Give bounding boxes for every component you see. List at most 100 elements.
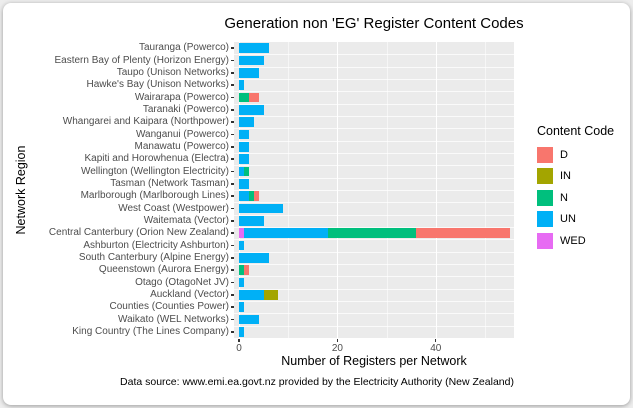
y-axis-label: King Country (The Lines Company): [72, 325, 229, 337]
y-tick-mark: [231, 109, 234, 111]
legend-swatch-icon: [537, 168, 553, 185]
y-tick-mark: [231, 170, 234, 173]
gridline-row: [234, 116, 514, 117]
legend-title: Content Code: [537, 124, 615, 138]
gridline-row: [234, 79, 514, 80]
y-tick-mark: [231, 269, 234, 271]
gridline-row: [234, 251, 514, 253]
y-axis-label: Queenstown (Aurora Energy): [98, 264, 229, 276]
legend-swatch-icon: [537, 232, 553, 249]
gridline-row: [234, 325, 514, 327]
y-axis-label: Wanganui (Powerco): [135, 128, 229, 140]
y-axis-label: South Canterbury (Alpine Energy): [78, 251, 229, 263]
bar-segment-un: [239, 55, 264, 66]
x-tick-label: 20: [331, 343, 343, 354]
y-tick-mark: [231, 306, 234, 308]
y-tick-mark: [231, 59, 234, 62]
y-tick-mark: [231, 121, 234, 123]
gridline-row: [234, 140, 514, 142]
bar-segment-un: [239, 166, 244, 177]
gridline-row: [234, 54, 514, 56]
y-tick-mark: [231, 84, 234, 86]
y-axis-label: Tauranga (Powerco): [138, 42, 229, 54]
y-axis-label: Ashburton (Electricity Ashburton): [83, 239, 229, 251]
bar-segment-n: [327, 228, 417, 238]
legend-item-label: WED: [560, 234, 586, 247]
bar-segment-un: [239, 142, 249, 152]
legend-swatch-icon: [537, 147, 553, 163]
bar-segment-d: [243, 265, 249, 275]
bar-segment-un: [239, 290, 264, 300]
plot-panel: [234, 42, 514, 338]
y-tick-mark: [231, 207, 234, 210]
bar-segment-un: [239, 191, 249, 201]
x-axis-title: Number of Registers per Network: [281, 354, 467, 368]
bar-segment-un: [239, 154, 249, 164]
legend: Content Code D IN N UN WED: [537, 124, 614, 254]
legend-item-wed: WED: [537, 232, 614, 249]
y-tick-mark: [231, 294, 234, 296]
bar-segment-un: [239, 314, 259, 325]
gridline-row: [234, 66, 514, 68]
y-tick-mark: [231, 146, 234, 148]
y-axis-label: Tasman (Network Tasman): [110, 177, 229, 189]
y-axis-label: West Coast (Westpower): [118, 202, 229, 214]
y-tick-mark: [231, 318, 234, 321]
legend-item-in: IN: [537, 168, 614, 185]
y-tick-mark: [231, 195, 234, 197]
bar-segment-un: [239, 179, 249, 189]
y-tick-mark: [231, 232, 234, 234]
bar-segment-un: [239, 253, 269, 263]
bar-segment-un: [239, 129, 249, 140]
gridline-row: [234, 276, 514, 278]
gridline-row: [234, 153, 514, 154]
y-axis-label: Waikato (WEL Networks): [118, 313, 229, 325]
bar-segment-un: [243, 228, 328, 238]
gridline-row: [234, 91, 514, 93]
bar-segment-d: [253, 191, 259, 201]
bar-segment-un: [239, 302, 244, 312]
legend-item-label: N: [560, 191, 568, 204]
chart-title: Generation non 'EG' Register Content Cod…: [224, 15, 524, 32]
y-axis-label: Hawke's Bay (Unison Networks): [86, 79, 229, 91]
bar-segment-n: [248, 191, 254, 201]
legend-item-d: D: [537, 147, 614, 163]
bar-segment-d: [416, 228, 510, 238]
y-tick-mark: [231, 183, 234, 185]
y-axis-label: Counties (Counties Power): [109, 301, 230, 313]
x-tick-mark: [336, 339, 339, 342]
bar-segment-un: [239, 105, 264, 115]
bar-segment-in: [263, 290, 279, 300]
x-tick-mark: [435, 339, 437, 342]
y-axis-label: Taranaki (Powerco): [142, 103, 229, 115]
gridline-row: [234, 288, 514, 290]
bar-segment-un: [239, 43, 269, 53]
y-axis-label: Manawatu (Powerco): [134, 140, 229, 152]
y-tick-mark: [231, 244, 234, 247]
gridline-row: [234, 190, 514, 191]
y-axis-label: Whangarei and Kaipara (Northpower): [62, 116, 229, 128]
gridline-row: [234, 202, 514, 204]
legend-item-un: UN: [537, 211, 614, 228]
bar-segment-wed: [239, 228, 244, 238]
bar-segment-d: [248, 92, 259, 103]
legend-item-label: UN: [560, 213, 576, 226]
bar-segment-un: [239, 80, 244, 90]
bar-segment-un: [239, 203, 284, 214]
y-tick-mark: [231, 47, 234, 49]
y-axis-label: Wairarapa (Powerco): [134, 91, 229, 103]
bar-segment-un: [239, 216, 264, 226]
y-tick-mark: [231, 96, 234, 99]
gridline-row: [234, 313, 514, 315]
y-axis-label: Marlborough (Marlborough Lines): [80, 190, 229, 202]
y-tick-mark: [231, 72, 234, 74]
y-axis-label: Wellington (Wellington Electricity): [80, 165, 229, 177]
x-tick-label: 40: [430, 343, 442, 354]
gridline-row: [234, 227, 514, 228]
legend-swatch-icon: [537, 189, 553, 206]
y-tick-mark: [231, 220, 234, 222]
legend-item-n: N: [537, 189, 614, 206]
bar-segment-n: [239, 92, 249, 103]
gridline-row: [234, 177, 514, 179]
y-axis-label: Otago (OtagoNet JV): [135, 276, 229, 288]
